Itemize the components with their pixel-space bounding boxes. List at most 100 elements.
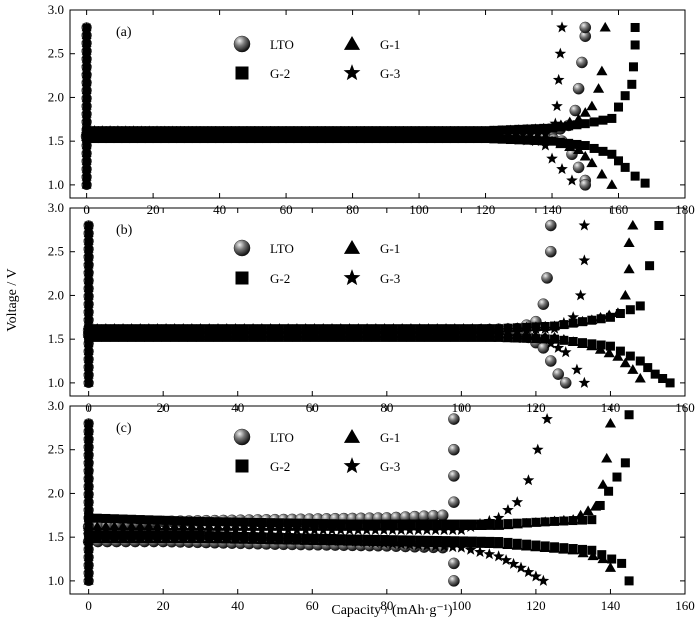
data-point (166, 130, 179, 142)
data-point (81, 116, 92, 127)
chart-panel: 0 20 40 60 80 100 120 140 160 1.0 1.5 2.0 2.5 3.0 (c) L… (48, 398, 695, 613)
legend-label: G-3 (380, 459, 400, 474)
data-point (432, 130, 445, 142)
data-point (83, 353, 94, 364)
data-point (550, 334, 560, 344)
data-point (125, 328, 138, 340)
data-point (514, 124, 524, 134)
data-point (539, 322, 552, 334)
y-tick-label: 3.0 (48, 398, 64, 413)
data-point (213, 130, 226, 142)
data-point (276, 130, 288, 142)
x-tick-label: 0 (83, 202, 90, 217)
data-point (596, 65, 608, 76)
data-point (500, 554, 512, 566)
data-point (405, 328, 417, 340)
chart-legend: LTO G-1 G-2 G-3 (233, 239, 400, 286)
data-point (345, 332, 355, 342)
data-point (620, 458, 630, 468)
data-point (380, 332, 390, 342)
x-tick-label: 160 (675, 598, 695, 613)
data-point (438, 524, 450, 536)
x-tick-label: 140 (601, 598, 621, 613)
data-point (83, 481, 94, 491)
data-point (83, 306, 94, 317)
data-point (441, 332, 451, 342)
data-point (299, 130, 312, 142)
data-point (283, 332, 293, 342)
data-point (127, 130, 140, 142)
data-point (198, 130, 210, 142)
data-point (177, 530, 190, 542)
plot-frame (69, 9, 686, 199)
x-axis-title: Capacity / (mAh·g⁻¹) (331, 603, 453, 618)
data-point (83, 283, 94, 293)
data-point (83, 369, 94, 380)
data-point (559, 543, 569, 553)
data-point (104, 130, 116, 142)
data-point (503, 537, 513, 547)
data-point (403, 538, 416, 550)
data-point (494, 128, 507, 140)
data-point (485, 519, 495, 529)
data-point (378, 524, 390, 536)
data-point (614, 102, 624, 112)
data-point (83, 243, 94, 254)
data-point (483, 548, 496, 560)
data-point (548, 322, 561, 334)
data-point (503, 519, 513, 529)
data-point (83, 433, 94, 444)
data-point (596, 168, 608, 179)
data-point (406, 332, 416, 342)
data-point (446, 541, 459, 553)
legend-label: G-2 (270, 459, 290, 474)
data-point (308, 328, 321, 340)
data-point (601, 452, 613, 463)
data-point (194, 524, 207, 536)
data-point (505, 125, 515, 135)
data-point (578, 376, 591, 388)
data-point (151, 130, 163, 142)
data-point (108, 328, 121, 340)
legend-label: G-1 (380, 241, 400, 256)
data-point (620, 91, 630, 101)
data-point (101, 332, 111, 342)
data-point (409, 130, 421, 142)
data-point (274, 332, 284, 342)
data-point (522, 124, 532, 134)
data-point (448, 130, 461, 142)
data-point (559, 346, 572, 358)
data-point (524, 128, 537, 140)
data-point (522, 474, 535, 486)
data-point (83, 520, 94, 531)
data-point (547, 136, 557, 146)
data-point (658, 374, 668, 384)
data-point (83, 543, 94, 554)
data-point (494, 537, 504, 547)
data-point (81, 37, 92, 48)
data-point (81, 147, 92, 158)
legend-marker (235, 459, 249, 473)
legend-marker (233, 239, 251, 257)
data-point (81, 140, 92, 150)
data-point (580, 141, 590, 151)
data-point (512, 518, 522, 528)
data-point (436, 509, 449, 522)
y-tick-label: 2.0 (48, 89, 64, 104)
data-point (630, 171, 640, 181)
data-point (564, 121, 574, 131)
data-point (423, 332, 433, 342)
data-point (369, 536, 382, 548)
data-point (301, 332, 311, 342)
data-point (494, 519, 504, 529)
x-tick-label: 20 (157, 598, 170, 613)
data-point (212, 328, 224, 340)
data-point (413, 328, 426, 340)
data-point (595, 500, 605, 510)
data-point (578, 544, 587, 554)
data-point (125, 524, 138, 536)
data-point (100, 328, 112, 340)
data-point (627, 364, 639, 374)
data-point (83, 338, 94, 348)
y-tick-label: 1.0 (48, 375, 64, 390)
